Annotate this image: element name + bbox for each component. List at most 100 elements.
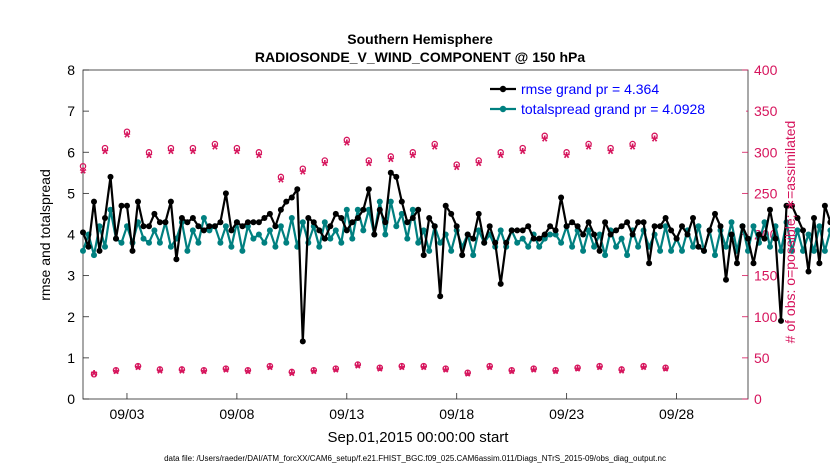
- spread-point: [316, 243, 323, 250]
- obs-possible-marker: [200, 366, 208, 374]
- rmse-point: [668, 227, 675, 234]
- rmse-point: [475, 210, 482, 217]
- rmse-point: [393, 173, 400, 180]
- x-tick-label: 09/13: [329, 406, 364, 422]
- spread-point: [146, 239, 152, 246]
- obs-assimilated-marker: *: [234, 144, 241, 163]
- spread-point: [277, 223, 284, 230]
- y-tick-label: 2: [67, 309, 75, 325]
- rmse-point: [657, 223, 664, 230]
- x-tick-label: 09/23: [549, 406, 584, 422]
- rmse-point: [283, 198, 290, 205]
- rmse-point: [706, 227, 713, 234]
- obs-assimilated-marker: *: [80, 164, 87, 183]
- rmse-point: [338, 215, 345, 221]
- spread-point: [580, 247, 587, 254]
- rmse-point: [233, 219, 240, 226]
- obs-assimilated-marker: *: [299, 165, 306, 184]
- obs-possible-marker: [651, 132, 658, 140]
- rmse-point: [85, 243, 92, 250]
- spread-point: [140, 235, 147, 242]
- rmse-point: [470, 235, 477, 242]
- rmse-point: [629, 231, 636, 238]
- spread-point: [349, 235, 356, 242]
- rmse-point: [607, 231, 614, 238]
- spread-point: [206, 227, 213, 234]
- rmse-point: [437, 293, 444, 300]
- obs-assimilated-marker: *: [201, 365, 208, 384]
- obs-assimilated-marker: *: [288, 366, 295, 385]
- obs-assimilated-marker: *: [618, 364, 625, 383]
- spread-point: [343, 206, 350, 213]
- rmse-point: [635, 219, 642, 226]
- spread-point: [393, 223, 400, 230]
- rmse-point: [195, 223, 202, 230]
- rmse-point: [96, 247, 103, 254]
- rmse-point: [135, 198, 141, 205]
- obs-possible-marker: [497, 149, 504, 156]
- rmse-point: [695, 243, 702, 250]
- spread-point: [398, 210, 405, 217]
- rmse-point: [332, 210, 339, 217]
- y-tick-label: 0: [67, 391, 75, 407]
- rmse-point: [684, 231, 691, 238]
- rmse-point: [266, 210, 273, 217]
- y-tick-label: 3: [67, 268, 75, 284]
- spread-point: [475, 227, 482, 234]
- spread-point: [288, 215, 295, 221]
- obs-possible-marker: [387, 153, 395, 160]
- rmse-point: [299, 338, 306, 345]
- spread-point: [750, 223, 757, 230]
- spread-point: [712, 252, 718, 259]
- spread-point: [107, 206, 114, 213]
- obs-assimilated-marker: *: [332, 363, 339, 382]
- spread-point: [470, 252, 477, 259]
- spread-point: [244, 223, 251, 230]
- rmse-point: [420, 252, 427, 259]
- rmse-point: [811, 215, 817, 221]
- spread-point: [272, 243, 279, 250]
- obs-possible-marker: [233, 144, 241, 152]
- spread-point: [91, 252, 97, 259]
- spread-point: [332, 227, 339, 234]
- rmse-point: [354, 215, 361, 221]
- y-tick-label: 1: [67, 350, 75, 366]
- obs-assimilated-marker: *: [256, 148, 263, 167]
- obs-assimilated-marker: *: [585, 140, 592, 159]
- obs-assimilated-marker: *: [442, 363, 449, 382]
- spread-point: [327, 235, 334, 242]
- obs-assimilated-marker: *: [278, 173, 285, 192]
- rmse-point: [404, 219, 411, 226]
- obs-possible-marker: [662, 364, 669, 371]
- rmse-point: [365, 186, 372, 193]
- spread-point: [338, 239, 345, 246]
- rmse-point: [712, 210, 718, 217]
- chart-title: Southern Hemisphere: [347, 31, 493, 47]
- x-tick-label: 09/28: [659, 406, 694, 422]
- obs-assimilated-marker: *: [223, 363, 230, 382]
- spread-point: [415, 239, 422, 246]
- rmse-point: [591, 231, 598, 238]
- obs-assimilated-marker: *: [541, 132, 548, 151]
- rmse-point: [316, 227, 323, 234]
- obs-assimilated-marker: *: [453, 161, 460, 180]
- obs-possible-marker: [244, 366, 252, 374]
- obs-assimilated-marker: *: [354, 359, 361, 378]
- spread-point: [261, 239, 268, 246]
- rmse-point: [415, 206, 422, 213]
- rmse-point: [178, 215, 185, 221]
- obs-assimilated-marker: *: [563, 148, 570, 167]
- spread-point: [189, 227, 196, 234]
- obs-possible-marker: [596, 362, 603, 370]
- obs-assimilated-marker: *: [135, 361, 142, 380]
- y-axis-label: rmse and totalspread: [37, 169, 53, 301]
- rmse-point: [673, 235, 680, 242]
- spread-point: [321, 219, 328, 226]
- rmse-point: [107, 173, 114, 180]
- spread-point: [151, 227, 158, 234]
- rmse-point: [91, 198, 97, 205]
- obs-assimilated-marker: *: [552, 365, 559, 384]
- spread-point: [541, 235, 548, 242]
- obs-assimilated-marker: *: [179, 364, 186, 383]
